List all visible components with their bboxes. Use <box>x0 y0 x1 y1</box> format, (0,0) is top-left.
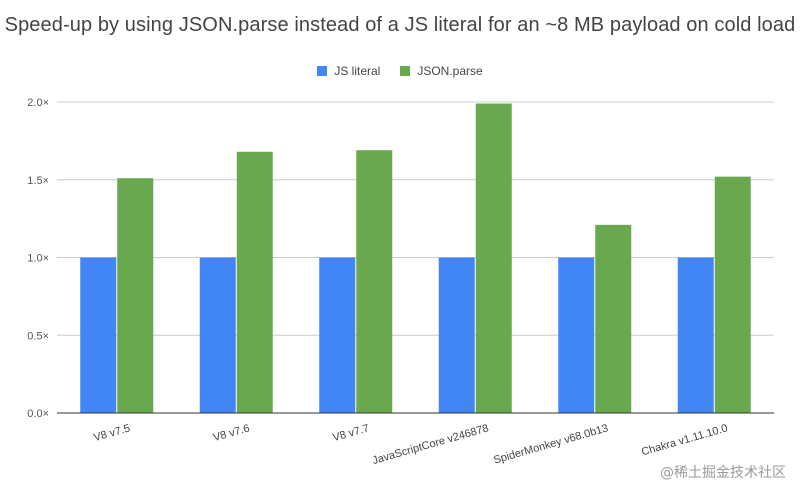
bar-json-parse <box>117 178 154 413</box>
x-tick-label: V8 v7.7 <box>331 422 370 444</box>
y-tick-label: 2.0× <box>27 97 49 109</box>
y-tick-label: 0.5× <box>27 330 49 342</box>
bar-js-literal <box>319 257 356 413</box>
bar-json-parse <box>236 151 273 413</box>
legend-swatch-json-parse <box>400 66 411 76</box>
bar-json-parse <box>595 224 632 413</box>
bar-js-literal <box>558 257 595 413</box>
chart-legend: JS literal JSON.parse <box>0 64 800 78</box>
watermark: @稀土掘金技术社区 <box>660 465 786 481</box>
bar-js-literal <box>80 257 117 413</box>
x-tick-label: V8 v7.5 <box>92 422 131 444</box>
legend-item-json-parse: JSON.parse <box>400 64 483 78</box>
y-tick-label: 0.0× <box>27 408 49 420</box>
legend-label-js-literal: JS literal <box>334 64 381 78</box>
bar-json-parse <box>356 150 393 413</box>
x-tick-label: SpiderMonkey v68.0b13 <box>492 422 609 466</box>
bar-js-literal <box>199 257 236 413</box>
bar-json-parse <box>475 103 512 414</box>
bar-js-literal <box>677 257 714 413</box>
bar-json-parse <box>714 176 751 413</box>
chart-title: Speed-up by using JSON.parse instead of … <box>4 14 796 36</box>
legend-label-json-parse: JSON.parse <box>417 64 483 78</box>
bar-js-literal <box>438 257 475 413</box>
legend-item-js-literal: JS literal <box>317 64 380 78</box>
x-tick-label: V8 v7.6 <box>212 422 251 444</box>
x-tick-label: JavaScriptCore v246878 <box>371 422 490 467</box>
x-tick-label: Chakra v1.11.10.0 <box>640 422 729 458</box>
legend-swatch-js-literal <box>317 66 328 76</box>
y-tick-label: 1.0× <box>27 253 49 265</box>
y-tick-label: 1.5× <box>27 175 49 187</box>
